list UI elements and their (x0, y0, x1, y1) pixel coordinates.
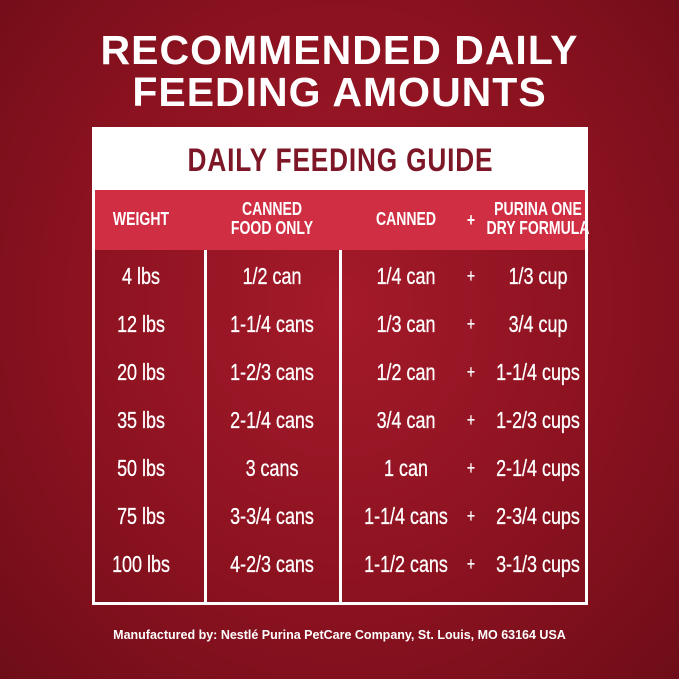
cell-canned-only: 1-1/4 cans (230, 311, 314, 337)
cell-canned-only: 1/2 can (242, 263, 302, 289)
cell-weight: 50 lbs (117, 455, 165, 481)
header-canned: CANNED (375, 209, 437, 229)
cell-canned-only: 4-2/3 cans (230, 551, 314, 577)
table-right-border (585, 127, 588, 605)
cell-canned-only: 3 cans (245, 455, 299, 481)
title-line-2: FEEDING AMOUNTS (132, 69, 547, 115)
cell-plus: + (466, 362, 476, 382)
header-dry-1: PURINA ONE (494, 199, 582, 219)
feeding-table: DAILY FEEDING GUIDE WEIGHT CANNED FOOD O… (92, 127, 590, 605)
cell-plus: + (466, 458, 476, 478)
cell-plus: + (466, 266, 476, 286)
cell-dry: 2-1/4 cups (496, 455, 580, 481)
cell-canned: 1/2 can (376, 359, 436, 385)
cell-canned: 1/3 can (376, 311, 436, 337)
cell-dry: 1/3 cup (508, 263, 568, 289)
cell-weight: 12 lbs (117, 311, 165, 337)
cell-canned: 1-1/4 cans (364, 503, 448, 529)
cell-plus: + (466, 314, 476, 334)
table-left-border (92, 127, 95, 605)
cell-canned: 1-1/2 cans (364, 551, 448, 577)
header-weight: WEIGHT (112, 209, 170, 229)
cell-canned: 1 can (384, 455, 428, 481)
cell-dry: 1-2/3 cups (496, 407, 580, 433)
column-divider (204, 250, 207, 605)
cell-plus: + (466, 410, 476, 430)
cell-weight: 75 lbs (117, 503, 165, 529)
cell-canned: 1/4 can (376, 263, 436, 289)
cell-dry: 1-1/4 cups (496, 359, 580, 385)
cell-dry: 3-1/3 cups (496, 551, 580, 577)
header-dry-2: DRY FORMULA (486, 218, 590, 238)
guide-title: DAILY FEEDING GUIDE (92, 127, 588, 190)
table-bottom-border (92, 602, 588, 605)
header-canned-only-2: FOOD ONLY (230, 218, 314, 238)
manufacturer-note: Manufactured by: Nestlé Purina PetCare C… (113, 628, 566, 642)
header-plus: + (466, 210, 476, 230)
cell-plus: + (466, 554, 476, 574)
cell-weight: 4 lbs (122, 263, 160, 289)
cell-dry: 2-3/4 cups (496, 503, 580, 529)
cell-weight: 100 lbs (112, 551, 170, 577)
cell-canned-only: 2-1/4 cans (230, 407, 314, 433)
cell-dry: 3/4 cup (508, 311, 568, 337)
cell-weight: 20 lbs (117, 359, 165, 385)
table-header: WEIGHT CANNED FOOD ONLY CANNED + PURINA … (92, 190, 590, 250)
cell-canned-only: 1-2/3 cans (230, 359, 314, 385)
header-canned-only-1: CANNED (241, 199, 303, 219)
column-divider (339, 250, 342, 605)
cell-plus: + (466, 506, 476, 526)
cell-canned: 3/4 can (376, 407, 436, 433)
cell-canned-only: 3-3/4 cans (230, 503, 314, 529)
cell-weight: 35 lbs (117, 407, 165, 433)
title-line-1: RECOMMENDED DAILY (100, 27, 579, 73)
